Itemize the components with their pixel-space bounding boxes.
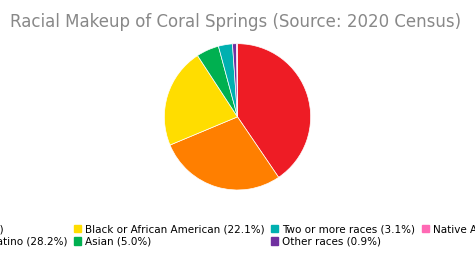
Wedge shape — [164, 56, 238, 145]
Wedge shape — [170, 117, 279, 190]
Wedge shape — [198, 46, 238, 117]
Wedge shape — [218, 44, 238, 117]
Text: Racial Makeup of Coral Springs (Source: 2020 Census): Racial Makeup of Coral Springs (Source: … — [10, 13, 461, 31]
Wedge shape — [232, 44, 238, 117]
Wedge shape — [238, 44, 311, 177]
Wedge shape — [237, 44, 238, 117]
Legend: White (40.5%), Hispanic or Latino (28.2%), Black or African American (22.1%), As: White (40.5%), Hispanic or Latino (28.2%… — [0, 222, 475, 249]
